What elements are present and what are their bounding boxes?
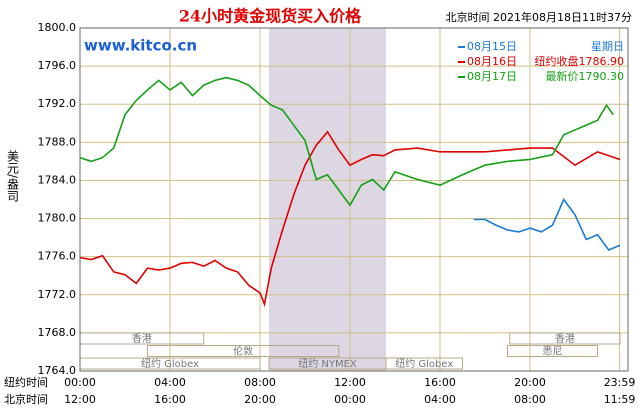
x-tick-label: 11:59	[604, 393, 636, 406]
series-line	[79, 130, 621, 308]
session-label: 香港	[555, 333, 575, 345]
y-tick-label: 1768.0	[38, 326, 77, 339]
session-label: 香港	[132, 333, 152, 345]
legend-label: 08月17日	[467, 70, 517, 83]
y-tick-label: 1784.0	[38, 173, 77, 186]
series-line	[473, 197, 621, 251]
x-tick-label: 08:00	[244, 376, 276, 389]
x-tick-label: 04:00	[424, 393, 456, 406]
y-tick-label: 1764.0	[38, 364, 77, 377]
series-line	[79, 76, 614, 207]
timestamp: 北京时间 2021年08月18日11时37分	[446, 10, 632, 24]
x-tick-label: 04:00	[154, 376, 186, 389]
legend-note: 最新价1790.30	[546, 69, 625, 83]
session-box	[507, 345, 598, 357]
x-tick-label: 12:00	[64, 393, 96, 406]
plot-border	[79, 27, 629, 372]
x-tick-label: 16:00	[154, 393, 186, 406]
legend-label: 08月15日	[467, 40, 517, 53]
x-tick-label: 23:59	[604, 376, 636, 389]
session-label: 纽约 Globex	[141, 357, 199, 370]
y-tick-label: 1800.0	[38, 21, 77, 34]
y-tick-label: 1788.0	[38, 135, 77, 148]
y-tick-label: 1792.0	[38, 97, 77, 110]
x-tick-label: 00:00	[334, 393, 366, 406]
session-label: 纽约 NYMEX	[298, 357, 357, 370]
session-label: 伦敦	[233, 345, 253, 358]
x-tick-label: 20:00	[244, 393, 276, 406]
legend-label: 08月16日	[467, 55, 517, 68]
x-tick-label: 00:00	[64, 376, 96, 389]
session-box	[147, 345, 340, 357]
chart-title: 24小时黄金现货买入价格	[179, 7, 362, 26]
y-tick-label: 1772.0	[38, 288, 77, 301]
session-box	[509, 332, 621, 345]
y-tick-label: 1780.0	[38, 212, 77, 225]
y-axis-label: 美元/盎司	[6, 150, 20, 202]
session-box	[385, 357, 463, 370]
x-row-label: 纽约时间	[4, 375, 48, 389]
x-row-label: 北京时间	[4, 392, 48, 406]
x-tick-label: 12:00	[334, 376, 366, 389]
x-tick-label: 16:00	[424, 376, 456, 389]
x-tick-label: 08:00	[514, 393, 546, 406]
legend-note: 纽约收盘1786.90	[535, 54, 625, 68]
session-shade	[269, 28, 386, 371]
watermark: www.kitco.cn	[84, 37, 197, 55]
session-label: 悉尼	[543, 346, 563, 358]
x-tick-label: 20:00	[514, 376, 546, 389]
legend-note: 星期日	[591, 40, 624, 53]
y-tick-label: 1796.0	[38, 59, 77, 72]
session-label: 纽约 Globex	[395, 357, 453, 370]
y-tick-label: 1776.0	[38, 250, 77, 263]
